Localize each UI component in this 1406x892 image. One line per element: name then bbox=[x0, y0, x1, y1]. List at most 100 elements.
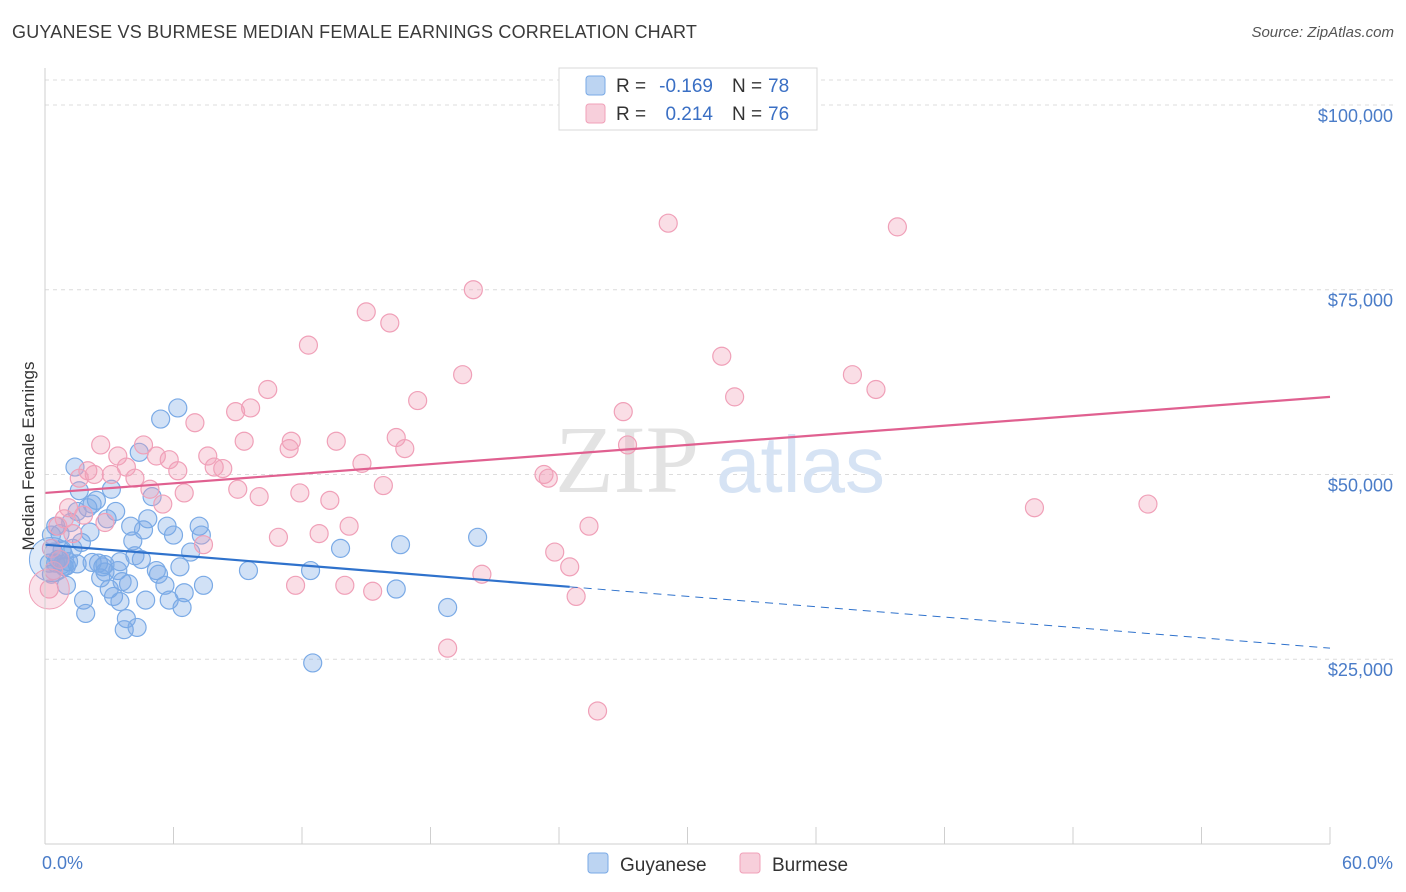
y-axis-label: Median Female Earnings bbox=[19, 362, 38, 551]
y-tick-label-3: $100,000 bbox=[1318, 106, 1393, 126]
y-tick-label-1: $50,000 bbox=[1328, 475, 1393, 495]
point-burmese-10 bbox=[95, 512, 115, 533]
point-guyanese-39 bbox=[127, 617, 147, 638]
legend-swatch-guyanese bbox=[585, 75, 606, 96]
bottom-legend-swatch-guyanese bbox=[587, 852, 609, 874]
point-burmese-27 bbox=[226, 402, 246, 422]
point-burmese-42 bbox=[335, 575, 355, 595]
point-burmese-21 bbox=[174, 483, 194, 503]
point-guyanese-11 bbox=[65, 457, 85, 477]
point-guyanese-76 bbox=[95, 555, 115, 575]
point-burmese-26 bbox=[213, 458, 233, 479]
point-burmese-50 bbox=[395, 439, 415, 459]
point-guyanese-64 bbox=[330, 538, 351, 558]
trend-lines bbox=[44, 395, 1331, 649]
point-burmese-9 bbox=[91, 435, 111, 455]
legend-n-value-burmese: 76 bbox=[768, 104, 789, 125]
point-burmese-59 bbox=[560, 557, 580, 577]
point-burmese-39 bbox=[309, 523, 329, 544]
point-guyanese-36 bbox=[121, 516, 141, 536]
point-guyanese-35 bbox=[118, 574, 139, 594]
bottom-legend-swatch-burmese bbox=[739, 852, 761, 874]
point-guyanese-54 bbox=[170, 557, 190, 577]
point-guyanese-18 bbox=[80, 522, 100, 542]
point-guyanese-cluster bbox=[28, 536, 74, 582]
point-burmese-15 bbox=[133, 435, 154, 455]
point-burmese-66 bbox=[712, 346, 732, 366]
point-guyanese-48 bbox=[151, 409, 171, 429]
point-guyanese-60 bbox=[193, 575, 214, 595]
point-burmese-64 bbox=[617, 435, 638, 455]
point-burmese-67 bbox=[725, 387, 745, 407]
y-tick-label-0: $25,000 bbox=[1328, 660, 1393, 680]
point-burmese-18 bbox=[153, 494, 173, 514]
point-burmese-38 bbox=[298, 335, 319, 355]
point-burmese-68 bbox=[842, 365, 863, 385]
point-guyanese-47 bbox=[148, 564, 169, 584]
point-burmese-65 bbox=[658, 213, 678, 233]
point-guyanese-49 bbox=[155, 575, 175, 595]
point-burmese-34 bbox=[279, 439, 299, 459]
legend-r-label-guyanese: R = bbox=[616, 76, 646, 97]
point-burmese-8 bbox=[84, 464, 104, 485]
point-burmese-35 bbox=[281, 431, 301, 451]
data-points bbox=[28, 213, 1158, 721]
point-burmese-20 bbox=[168, 461, 188, 481]
point-burmese-57 bbox=[538, 468, 558, 488]
point-burmese-16 bbox=[140, 479, 160, 499]
point-burmese-70 bbox=[887, 217, 907, 237]
point-burmese-61 bbox=[579, 516, 599, 536]
legend-n-label-burmese: N = bbox=[732, 104, 762, 125]
point-burmese-4 bbox=[63, 523, 83, 544]
point-guyanese-45 bbox=[142, 487, 162, 507]
point-guyanese-41 bbox=[131, 549, 151, 570]
point-burmese-23 bbox=[193, 535, 214, 555]
point-guyanese-67 bbox=[438, 597, 458, 618]
point-guyanese-55 bbox=[172, 597, 192, 618]
point-burmese-33 bbox=[268, 527, 289, 547]
point-guyanese-61 bbox=[238, 560, 259, 581]
point-burmese-63 bbox=[613, 402, 633, 422]
x-tick-label-max: 60.0% bbox=[1342, 853, 1393, 873]
chart-title: GUYANESE VS BURMESE MEDIAN FEMALE EARNIN… bbox=[12, 22, 698, 42]
legend-n-label-guyanese: N = bbox=[732, 76, 762, 97]
point-guyanese-68 bbox=[468, 527, 488, 547]
point-guyanese-65 bbox=[386, 579, 406, 599]
point-burmese-60 bbox=[566, 586, 586, 607]
axes bbox=[44, 68, 1331, 845]
point-burmese-71 bbox=[1024, 498, 1045, 518]
point-guyanese-77 bbox=[110, 552, 130, 572]
point-burmese-29 bbox=[234, 431, 254, 451]
point-burmese-cluster bbox=[28, 568, 70, 610]
watermark-zip: ZIP bbox=[555, 406, 699, 513]
bottom-legend-label-guyanese: Guyanese bbox=[620, 855, 707, 876]
bottom-legend: Guyanese Burmese bbox=[587, 852, 848, 876]
x-tick-label-min: 0.0% bbox=[42, 853, 83, 873]
point-guyanese-63 bbox=[303, 653, 323, 673]
point-burmese-43 bbox=[339, 516, 359, 536]
point-burmese-32 bbox=[258, 379, 278, 400]
point-burmese-51 bbox=[408, 390, 428, 411]
point-burmese-48 bbox=[380, 313, 400, 333]
point-guyanese-43 bbox=[136, 590, 156, 610]
trend-line-burmese bbox=[44, 395, 1331, 495]
point-guyanese-28 bbox=[103, 586, 124, 607]
point-burmese-58 bbox=[545, 542, 565, 562]
point-guyanese-31 bbox=[110, 591, 130, 612]
point-burmese-62 bbox=[587, 701, 608, 721]
point-burmese-54 bbox=[463, 280, 483, 300]
point-guyanese-42 bbox=[133, 520, 154, 540]
point-burmese-47 bbox=[373, 475, 393, 496]
legend-box: R = -0.169 N = 78 R = 0.214 N = 76 bbox=[558, 67, 818, 131]
point-burmese-46 bbox=[363, 581, 383, 601]
point-burmese-14 bbox=[125, 468, 145, 488]
point-guyanese-52 bbox=[163, 525, 184, 545]
point-burmese-30 bbox=[241, 398, 261, 418]
point-burmese-24 bbox=[198, 446, 218, 466]
point-burmese-45 bbox=[356, 302, 376, 322]
legend-r-label-burmese: R = bbox=[616, 104, 646, 125]
point-guyanese-16 bbox=[76, 603, 96, 624]
point-guyanese-59 bbox=[191, 525, 211, 545]
legend-r-value-guyanese: -0.169 bbox=[659, 76, 713, 97]
